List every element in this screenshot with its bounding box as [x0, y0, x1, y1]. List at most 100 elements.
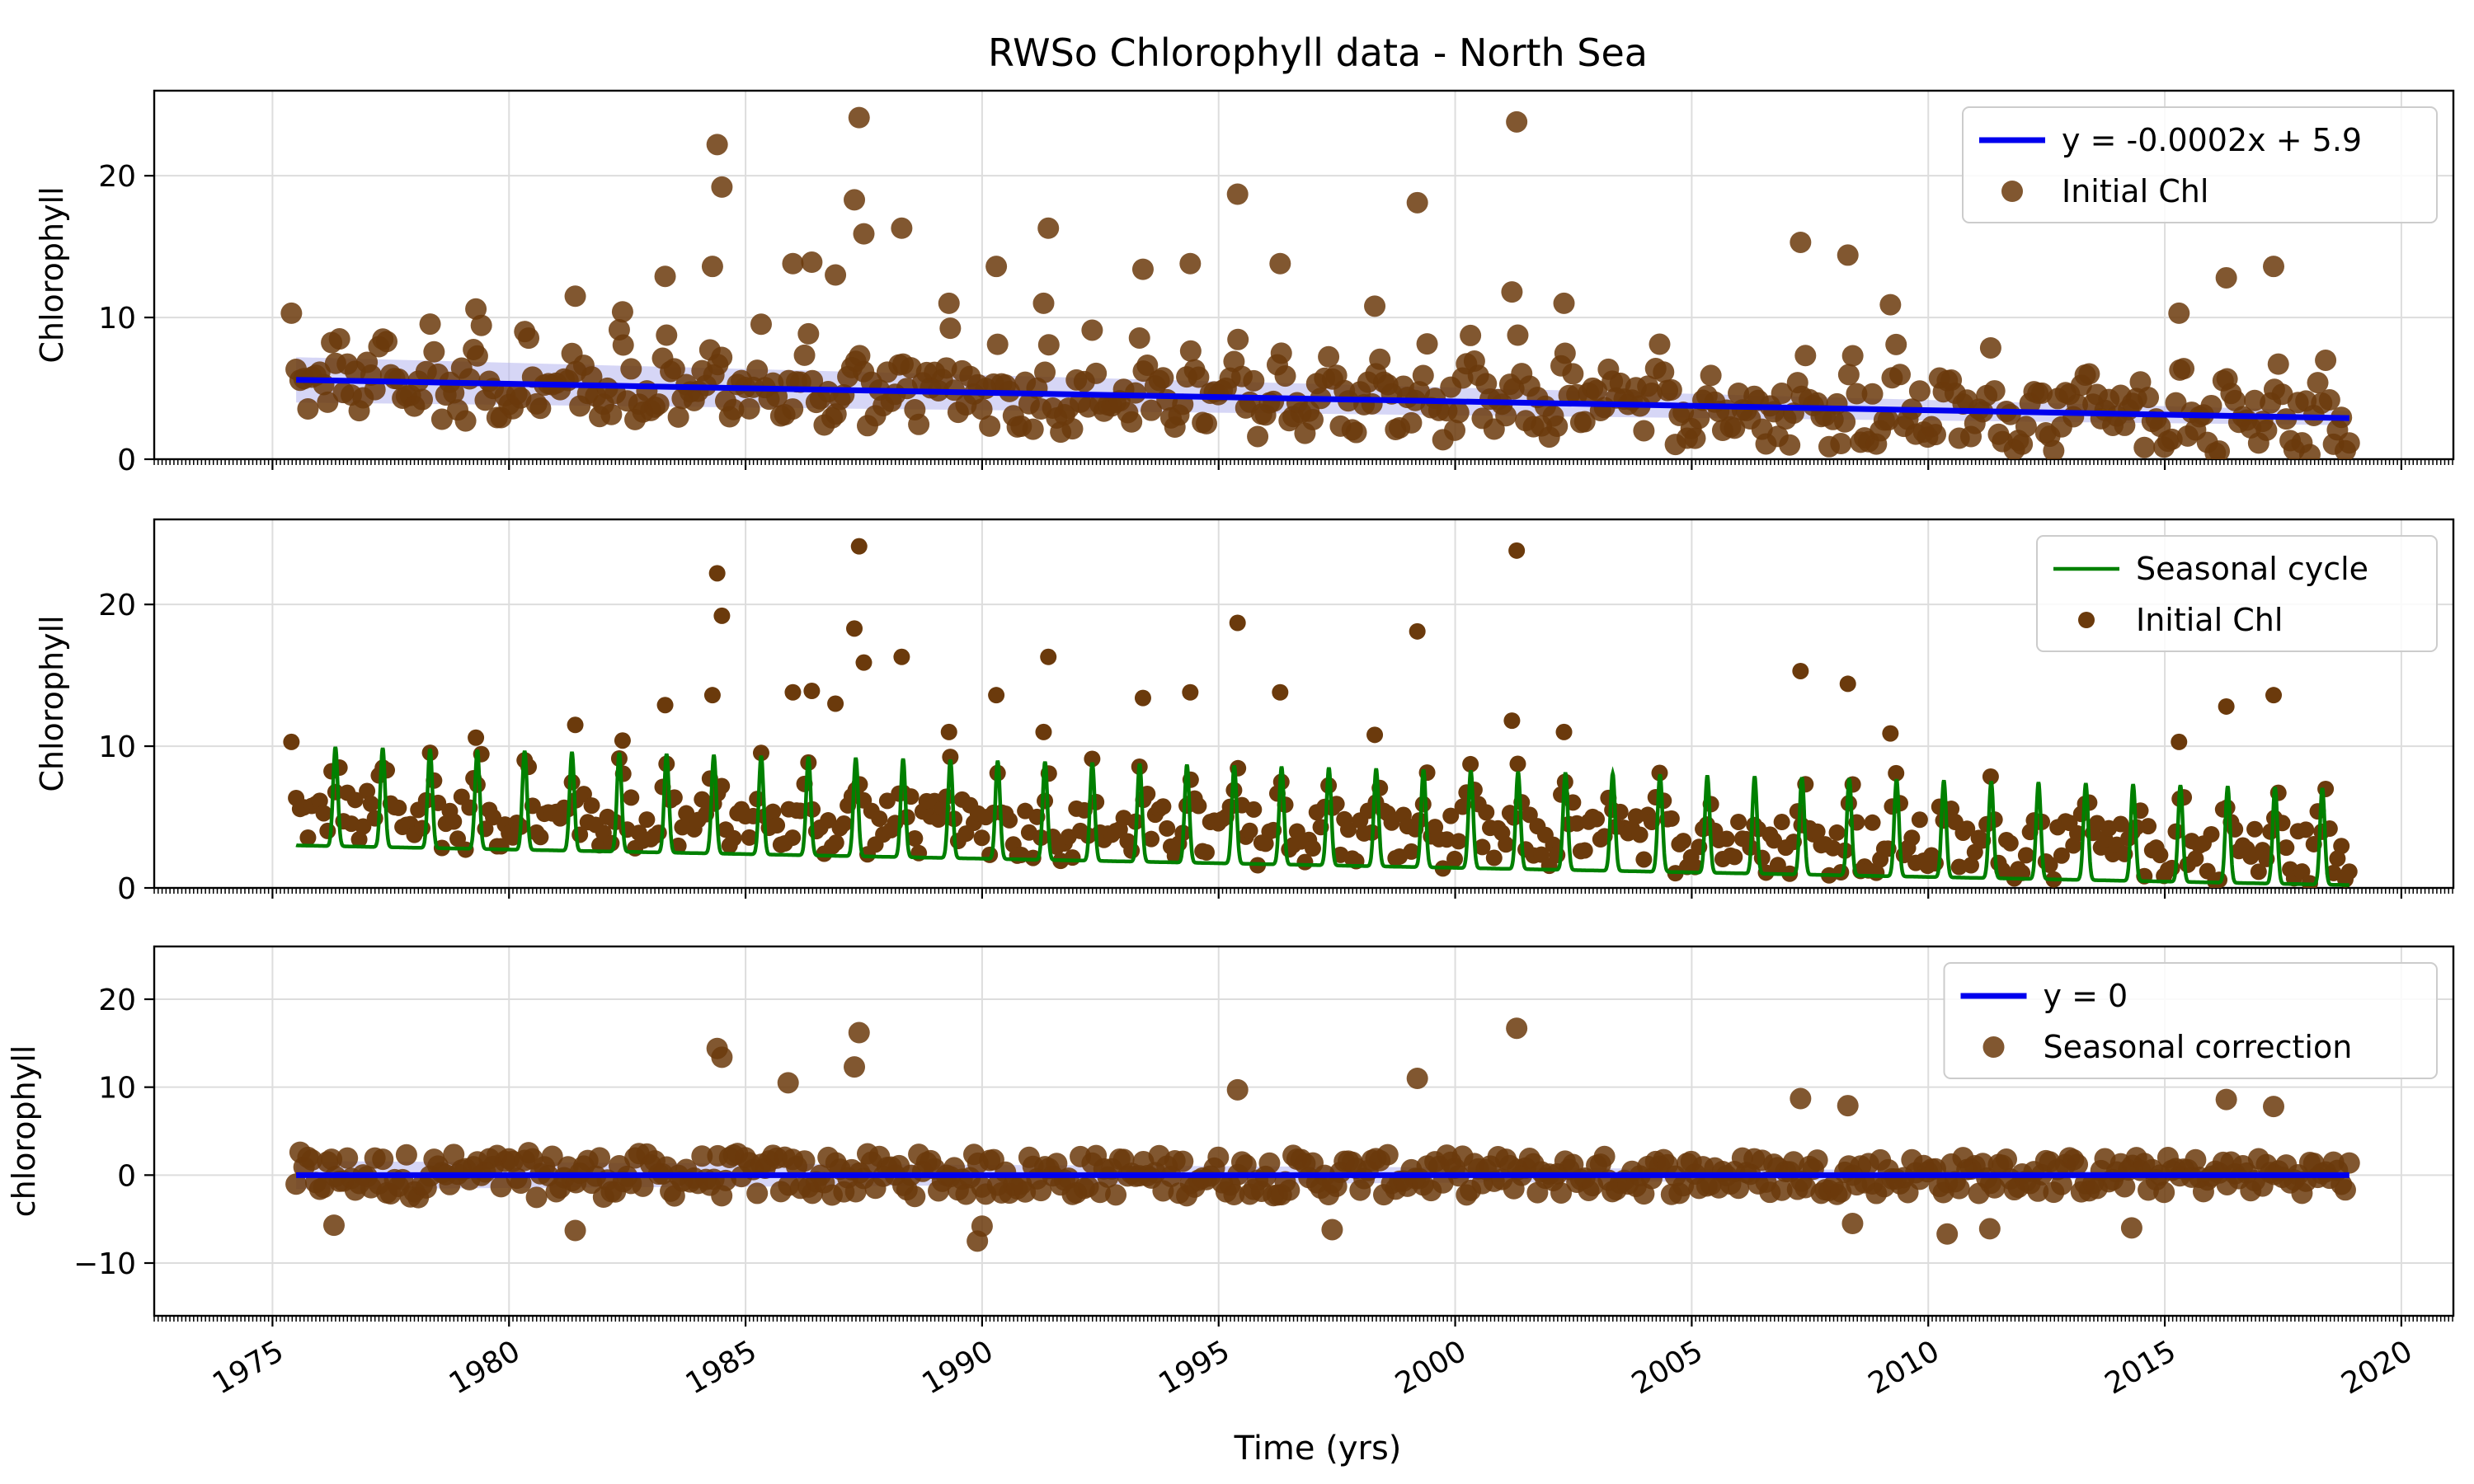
data-point [1444, 419, 1466, 441]
data-point [2203, 825, 2220, 843]
data-point [1837, 364, 1860, 386]
data-point [1506, 110, 1528, 133]
data-point [825, 264, 847, 286]
data-point [691, 1145, 713, 1167]
data-point [1771, 383, 1793, 405]
data-point [1121, 411, 1143, 433]
data-point [443, 382, 465, 404]
data-point [701, 256, 723, 278]
data-point [1409, 622, 1426, 640]
data-point [485, 809, 502, 826]
data-point [1911, 811, 1928, 829]
data-point [1229, 614, 1246, 632]
data-point [1771, 1179, 1793, 1201]
top-panel-trend: 0 10 20 Chlorophyll y = -0.0002x + 5.9 Initia… [34, 89, 2455, 477]
data-point [1864, 814, 1881, 831]
data-point [1576, 842, 1593, 859]
legend-marker-points [2078, 612, 2095, 628]
data-point [1263, 390, 1285, 412]
data-point [850, 538, 868, 555]
chart-title: RWSo Chlorophyll data - North Sea [988, 31, 1648, 75]
data-point [1084, 750, 1101, 768]
data-point [1105, 1184, 1127, 1206]
axes-frame [153, 945, 2455, 1317]
data-point [908, 413, 930, 435]
data-point [1030, 1180, 1052, 1202]
data-point [1197, 843, 1215, 861]
y-tick-label: −10 [73, 1247, 136, 1281]
data-point [1562, 363, 1584, 385]
data-point [803, 683, 821, 700]
data-point [1046, 1153, 1068, 1175]
data-point [315, 805, 332, 822]
data-point [667, 406, 689, 428]
data-point [1507, 324, 1529, 346]
data-point [466, 345, 488, 367]
legend-label: Initial Chl [2136, 602, 2283, 638]
data-point [1908, 380, 1931, 402]
data-point [985, 256, 1008, 278]
data-point [848, 106, 870, 129]
legend-box [1962, 106, 2438, 223]
data-point [656, 697, 674, 714]
data-point [1806, 1149, 1828, 1172]
data-point [1269, 252, 1291, 275]
data-point [1462, 755, 1479, 773]
data-point [567, 716, 584, 734]
data-point [938, 292, 960, 314]
data-point [1406, 191, 1428, 214]
data-point [301, 1149, 323, 1172]
data-point [2218, 697, 2235, 715]
data-point [1128, 326, 1150, 349]
legend-box [1943, 962, 2438, 1079]
data-point [1979, 336, 2001, 359]
data-point [1983, 1176, 2006, 1199]
data-point [468, 776, 486, 793]
y-tick-label: 10 [98, 730, 136, 764]
y-tick-label: 0 [117, 1159, 136, 1193]
data-point [611, 301, 633, 323]
data-point [1243, 369, 1265, 392]
data-point [1841, 1213, 1864, 1234]
data-point [2120, 1217, 2142, 1239]
data-point [2200, 394, 2222, 416]
data-point [2246, 820, 2264, 838]
legend: y = 0 Seasonal correction [1943, 962, 2438, 1079]
data-point [1959, 820, 1976, 838]
y-tick-label: 0 [117, 872, 136, 906]
data-point [564, 1219, 586, 1242]
data-point [2211, 871, 2228, 888]
data-point [1037, 334, 1060, 356]
x-minor-ticks [153, 888, 2453, 894]
data-point [1888, 364, 1911, 386]
data-point [784, 829, 802, 847]
data-point [1123, 842, 1141, 859]
data-point [313, 373, 335, 396]
data-point [1226, 183, 1249, 205]
data-point [362, 796, 379, 813]
data-point [2255, 419, 2278, 441]
data-point [988, 687, 1005, 704]
data-point [722, 398, 745, 420]
data-point [848, 1021, 870, 1044]
data-point [445, 813, 463, 830]
data-point [2001, 834, 2019, 852]
data-point [1035, 723, 1052, 740]
data-point [2138, 387, 2160, 409]
legend-label: Seasonal cycle [2136, 551, 2368, 587]
data-point [725, 829, 742, 847]
data-point [1412, 364, 1434, 387]
y-tick-label: 0 [117, 444, 136, 477]
data-point [764, 803, 782, 820]
data-point [620, 358, 642, 380]
data-point [1152, 367, 1174, 389]
data-point [1888, 764, 1905, 782]
data-point [1301, 409, 1324, 431]
data-point [797, 322, 820, 345]
trend-line [296, 377, 2349, 421]
data-point [706, 134, 728, 156]
data-point [2173, 358, 2195, 380]
plot-area [285, 1017, 2360, 1252]
